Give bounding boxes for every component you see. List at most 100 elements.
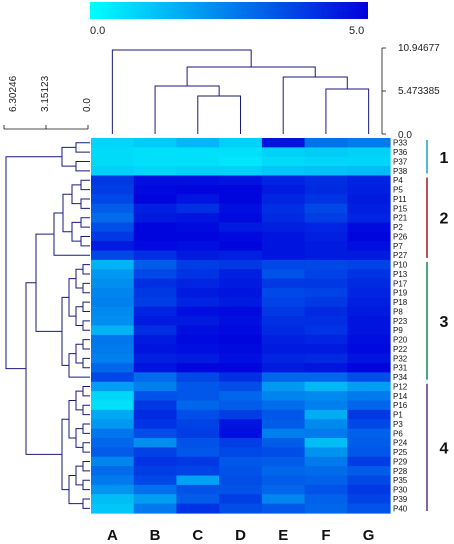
heatmap-cell-P36-E xyxy=(261,147,306,158)
col-dendro-tick-mid: 5.473385 xyxy=(398,86,440,97)
col-dendro-tick-max: 10.94677 xyxy=(398,43,440,54)
row-label-P5: P5 xyxy=(393,186,403,195)
heatmap-cell-P39-B xyxy=(133,494,178,505)
heatmap-cell-P28-D xyxy=(219,466,263,477)
heatmap-cell-P34-G xyxy=(347,372,391,383)
heatmap-cell-P10-E xyxy=(261,259,306,270)
heatmap-cell-P10-G xyxy=(347,259,391,270)
heatmap-cell-P27-G xyxy=(347,250,391,261)
heatmap-cell-P18-E xyxy=(261,297,306,308)
heatmap-cell-P5-G xyxy=(347,184,391,195)
heatmap-cell-P12-C xyxy=(176,381,220,392)
column-label-B: B xyxy=(150,527,161,544)
heatmap-cell-P5-C xyxy=(176,184,220,195)
heatmap-cell-P5-E xyxy=(261,184,306,195)
heatmap-cell-P12-D xyxy=(219,381,263,392)
row-label-P36: P36 xyxy=(393,148,408,157)
heatmap-cell-P31-D xyxy=(219,363,263,373)
heatmap-cell-P15-B xyxy=(133,203,178,214)
row-dendro-link-19 xyxy=(75,343,83,364)
heatmap-cell-P35-C xyxy=(176,475,220,486)
cluster-label-3: 3 xyxy=(440,314,449,331)
heatmap-cell-P12-B xyxy=(133,381,178,392)
row-dendro-link-35 xyxy=(61,418,69,491)
row-dendro-link-20 xyxy=(68,278,76,317)
col-dendro-link-0 xyxy=(197,95,241,134)
heatmap-cell-P30-G xyxy=(347,484,391,495)
heatmap-cell-P25-E xyxy=(261,447,306,458)
heatmap-cell-P3-G xyxy=(347,419,391,430)
heatmap-cell-P12-E xyxy=(261,381,306,392)
heatmap-cell-P35-F xyxy=(304,475,348,486)
row-dendro-link-29 xyxy=(82,498,90,509)
heatmap-cell-P33-B xyxy=(133,138,178,148)
col-dendro-tick-zero: 0.0 xyxy=(398,130,412,141)
row-label-P25: P25 xyxy=(393,448,408,457)
heatmap-cells xyxy=(91,138,391,514)
row-label-P14: P14 xyxy=(393,392,408,401)
heatmap-cell-P9-D xyxy=(219,325,263,336)
heatmap-cell-P11-A xyxy=(91,194,135,205)
row-label-P23: P23 xyxy=(393,317,408,326)
heatmap-cell-P8-F xyxy=(304,306,348,317)
row-label-P6: P6 xyxy=(393,429,403,438)
col-dendro-link-5 xyxy=(111,49,252,134)
heatmap-cell-P15-F xyxy=(304,203,348,214)
heatmap-cell-P36-A xyxy=(91,147,135,158)
heatmap-cell-P14-A xyxy=(91,391,135,402)
heatmap-cell-P4-D xyxy=(219,175,263,186)
heatmap-cell-P2-B xyxy=(133,222,178,233)
heatmap-cell-P18-A xyxy=(91,297,135,308)
heatmap-cell-P37-C xyxy=(176,156,220,167)
heatmap-cell-P17-C xyxy=(176,278,220,289)
heatmap-cell-P25-C xyxy=(176,447,220,458)
heatmap-cell-P36-C xyxy=(176,147,220,158)
heatmap-cell-P32-C xyxy=(176,353,220,364)
heatmap-cell-P6-B xyxy=(133,428,178,439)
heatmap-cell-P4-G xyxy=(347,175,391,186)
heatmap-cell-P12-F xyxy=(304,381,348,392)
heatmap-cell-P19-C xyxy=(176,288,220,298)
heatmap-cell-P25-A xyxy=(91,447,135,458)
heatmap-cell-P16-C xyxy=(176,400,220,411)
heatmap-cell-P32-D xyxy=(219,353,263,364)
cluster-markers: 1 2 3 4 xyxy=(426,140,449,511)
row-dendro-link-6 xyxy=(80,235,90,247)
heatmap-cell-P20-D xyxy=(219,334,263,345)
colorbar xyxy=(90,2,368,19)
row-dendro-link-2 xyxy=(61,146,76,167)
heatmap-cell-P31-G xyxy=(347,363,391,373)
heatmap-cell-P3-F xyxy=(304,419,348,430)
heatmap-cell-P9-A xyxy=(91,325,135,336)
heatmap-cell-P40-D xyxy=(219,503,263,514)
col-dendro-link-2 xyxy=(325,88,370,134)
heatmap-cell-P7-E xyxy=(261,241,306,252)
heatmap-cell-P1-F xyxy=(304,409,348,420)
heatmap-cell-P27-C xyxy=(176,250,220,261)
col-dendro-link-1 xyxy=(154,85,220,134)
heatmap-cell-P19-A xyxy=(91,288,135,298)
heatmap-cell-P11-D xyxy=(219,194,263,205)
heatmap-cell-P2-C xyxy=(176,222,220,233)
heatmap-cell-P33-C xyxy=(176,138,220,148)
heatmap-cell-P39-C xyxy=(176,494,220,505)
heatmap-cell-P36-G xyxy=(347,147,391,158)
row-label-P37: P37 xyxy=(393,157,408,166)
heatmap-cell-P3-D xyxy=(219,419,263,430)
row-dendro-link-8 xyxy=(71,221,81,242)
heatmap-cell-P3-B xyxy=(133,419,178,430)
row-dendro-link-17 xyxy=(75,268,83,289)
heatmap-cell-P24-F xyxy=(304,438,348,448)
heatmap-cell-P21-E xyxy=(261,213,306,223)
row-label-P28: P28 xyxy=(393,467,408,476)
row-dendro-link-0 xyxy=(75,142,90,153)
heatmap-cell-P29-B xyxy=(133,456,178,467)
row-dendro-link-23 xyxy=(82,385,90,397)
heatmap-cell-P4-F xyxy=(304,175,348,186)
heatmap-cell-P20-F xyxy=(304,334,348,345)
row-label-P2: P2 xyxy=(393,223,403,232)
heatmap-cell-P10-F xyxy=(304,259,348,270)
heatmap-cell-P23-D xyxy=(219,316,263,327)
row-label-P31: P31 xyxy=(393,364,408,373)
